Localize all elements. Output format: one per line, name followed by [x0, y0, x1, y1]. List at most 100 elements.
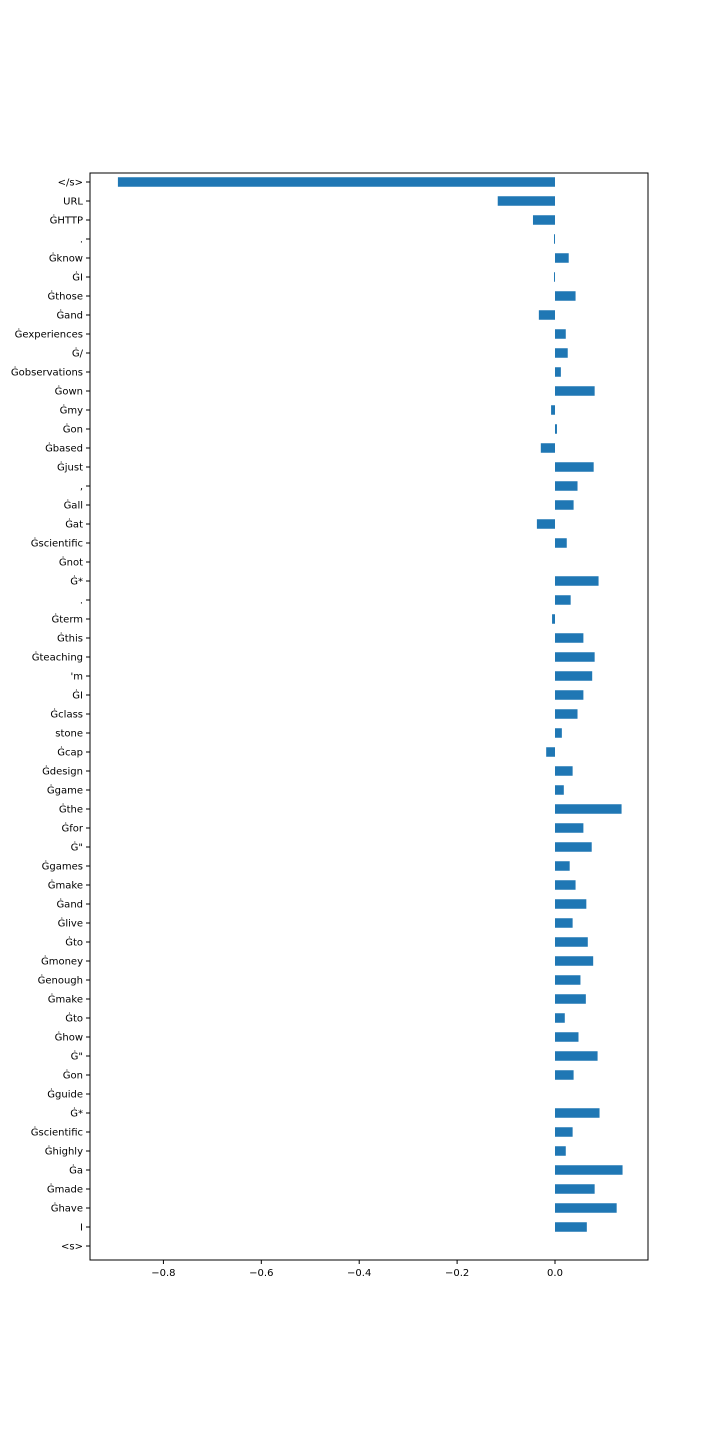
y-tick-label: ĠI [72, 689, 83, 702]
bar [555, 861, 570, 871]
bar [555, 1165, 623, 1175]
y-tick-label: Ġmade [47, 1183, 83, 1196]
bar [555, 1013, 565, 1023]
y-tick-label: . [80, 235, 83, 246]
bar [555, 1070, 574, 1080]
bar [555, 652, 595, 662]
bar [555, 842, 592, 852]
bar [555, 576, 599, 586]
y-tick-label: Ġgame [47, 784, 83, 797]
bar [555, 291, 576, 301]
y-tick-label: Ġgames [42, 860, 83, 873]
bar [555, 538, 567, 548]
bar [555, 975, 581, 985]
y-tick-label: Ġ/ [72, 347, 84, 360]
y-tick-label: </s> [58, 178, 83, 189]
y-tick-label: Ġknow [49, 252, 83, 265]
y-tick-label: Ġmake [48, 879, 83, 892]
bar [555, 728, 562, 738]
y-tick-label: Ġhighly [45, 1145, 83, 1158]
y-tick-label: Ġbased [45, 442, 83, 455]
y-tick-label: Ġat [65, 518, 83, 531]
bar [554, 272, 555, 282]
y-tick-label: ĠI [72, 271, 83, 284]
bar [555, 709, 578, 719]
bar [555, 1051, 598, 1061]
y-tick-label: Ġscientific [31, 1126, 83, 1139]
y-tick-label: Ġto [65, 1012, 83, 1025]
y-tick-label: Ġguide [47, 1088, 83, 1101]
x-ticks: −0.8 −0.6 −0.4 −0.2 0.0 [151, 1260, 563, 1279]
y-tick-label: Ġcap [57, 746, 83, 759]
x-tick-label: −0.4 [347, 1268, 371, 1279]
bar [555, 1032, 579, 1042]
y-tick-label: , [80, 482, 83, 493]
bar [555, 918, 573, 928]
y-tick-label: Ġscientific [31, 537, 83, 550]
bar [555, 500, 574, 510]
y-tick-label: Ġall [64, 499, 83, 512]
y-tick-label: Ġdesign [42, 765, 83, 778]
plot-frame [89, 172, 649, 1261]
y-tick-label: Ġobservations [11, 366, 83, 379]
bar [555, 1203, 617, 1213]
y-tick-label: Ġenough [38, 974, 83, 987]
y-tick-label: . [80, 596, 83, 607]
bar [555, 1108, 600, 1118]
bar [555, 595, 571, 605]
y-tick-label: Ġlive [58, 917, 83, 930]
bar [555, 804, 622, 814]
bar [555, 1222, 587, 1232]
y-tick-label: I [80, 1223, 83, 1234]
bar [555, 823, 584, 833]
y-tick-label: Ġ" [71, 841, 83, 854]
y-tick-label: Ġclass [50, 708, 83, 721]
bar [555, 1127, 573, 1137]
y-tick-labels: </s> URL ĠHTTP. Ġknow ĠI Ġthose Ġand Ġexperienc… [11, 178, 90, 1253]
bar [555, 899, 587, 909]
y-tick-label: Ġ* [70, 1107, 83, 1120]
y-tick-label: URL [63, 197, 83, 208]
bar [555, 671, 593, 681]
bar [554, 234, 555, 244]
y-tick-label: Ġown [55, 385, 83, 398]
bar [555, 424, 557, 434]
y-tick-label: Ġmoney [41, 955, 83, 968]
x-tick-label: −0.8 [151, 1268, 175, 1279]
y-tick-label: Ġhow [55, 1031, 83, 1044]
bar [555, 1184, 595, 1194]
y-tick-label: Ġfor [62, 822, 84, 835]
bar [555, 633, 584, 643]
y-tick-label: Ġ* [70, 575, 83, 588]
bar [536, 519, 555, 529]
bars-group [117, 177, 623, 1232]
y-tick-label: Ġterm [52, 613, 84, 626]
bar [497, 196, 555, 206]
bar [555, 880, 576, 890]
bar [555, 937, 588, 947]
bar [555, 690, 584, 700]
y-tick-label: Ġthose [48, 290, 84, 303]
y-tick-label: Ġon [63, 423, 83, 436]
bar [551, 405, 555, 415]
bar [555, 367, 561, 377]
bar [540, 443, 555, 453]
y-tick-label: Ġmake [48, 993, 83, 1006]
x-tick-label: 0.0 [547, 1268, 563, 1279]
bar [555, 329, 566, 339]
y-tick-label: Ġ" [71, 1050, 83, 1063]
x-tick-label: −0.2 [445, 1268, 469, 1279]
bar [546, 747, 555, 757]
bar [555, 386, 595, 396]
bar [552, 614, 555, 624]
bar [555, 481, 578, 491]
y-tick-label: 'm [71, 672, 84, 683]
bar [555, 1146, 566, 1156]
y-tick-label: Ġon [63, 1069, 83, 1082]
y-tick-label: Ġthe [59, 803, 83, 816]
y-tick-label: stone [55, 729, 83, 740]
y-tick-label: Ġto [65, 936, 83, 949]
y-tick-label: ĠHTTP [50, 214, 83, 227]
bar [555, 348, 568, 358]
